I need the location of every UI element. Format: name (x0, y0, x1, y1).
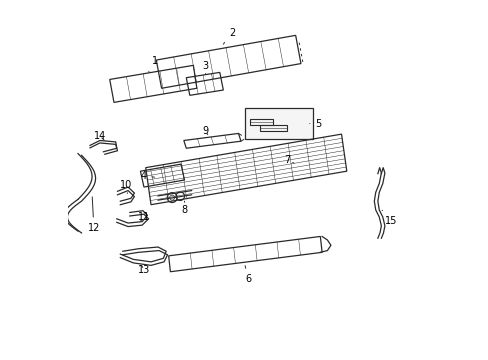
Text: 10: 10 (120, 180, 132, 193)
Text: 2: 2 (223, 27, 235, 44)
Text: 9: 9 (202, 126, 208, 136)
Text: 4: 4 (140, 171, 154, 181)
Text: 11: 11 (138, 212, 150, 222)
Text: 15: 15 (381, 210, 396, 226)
Bar (260, 125, 286, 131)
Text: 13: 13 (138, 265, 150, 275)
Text: 7: 7 (283, 154, 293, 165)
Text: 14: 14 (94, 131, 106, 141)
Bar (244, 108, 313, 139)
Bar (249, 119, 272, 125)
Text: 5: 5 (309, 118, 321, 129)
Text: 3: 3 (202, 61, 207, 74)
Text: 6: 6 (244, 266, 250, 284)
Text: 1: 1 (148, 56, 157, 72)
Text: 8: 8 (181, 201, 187, 215)
Text: 12: 12 (87, 197, 100, 233)
